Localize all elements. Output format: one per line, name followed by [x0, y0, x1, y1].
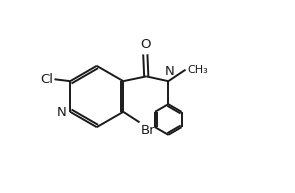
Text: O: O: [140, 37, 150, 51]
Text: Br: Br: [140, 124, 155, 137]
Text: CH₃: CH₃: [187, 65, 208, 75]
Text: Cl: Cl: [40, 73, 53, 86]
Text: N: N: [57, 106, 67, 119]
Text: N: N: [164, 65, 174, 78]
